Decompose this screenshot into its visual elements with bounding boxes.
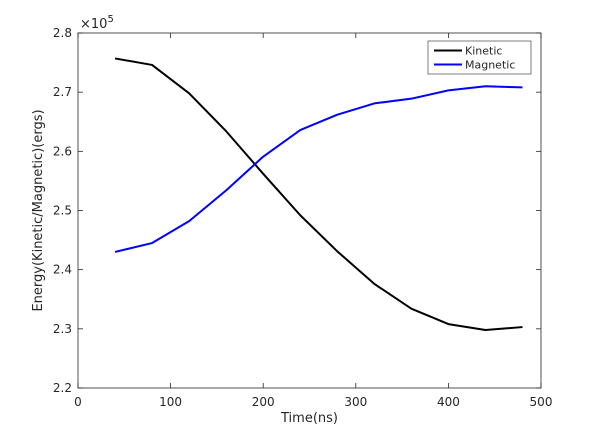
series-line-magnetic [114,85,523,253]
series-layer [114,57,523,332]
y-tick-label-6: 2.8 [53,26,72,40]
y-axis-label: Energy(Kinetic/Magnetic)(ergs) [31,109,46,311]
axes-box [77,32,542,389]
axis-ticks [77,32,542,389]
y-tick-label-0: 2.2 [53,381,72,395]
plot-area [77,32,542,389]
y-tick-label-3: 2.5 [53,204,72,218]
x-tick-label-0: 0 [74,395,82,409]
series-line-kinetic [114,57,523,332]
legend-label-kinetic: Kinetic [465,45,502,58]
legend-label-magnetic: Magnetic [465,59,515,72]
y-exponent-label: ×105 [80,14,114,32]
x-tick-label-2: 200 [252,395,275,409]
y-tick-label-5: 2.7 [53,85,72,99]
legend: Kinetic Magnetic [427,40,532,75]
axis-tick-labels: 0 100 200 300 400 500 2.2 2.3 2.4 2.5 2.6 2.7 2.8 [53,26,553,409]
x-tick-label-3: 300 [344,395,367,409]
x-axis-label: Time(ns) [280,411,338,426]
x-tick-label-4: 400 [437,395,460,409]
legend-box [427,40,532,75]
y-tick-label-2: 2.4 [53,263,72,277]
y-tick-label-1: 2.3 [53,322,72,336]
x-tick-label-1: 100 [159,395,182,409]
y-tick-label-4: 2.6 [53,144,72,158]
x-tick-label-5: 500 [530,395,553,409]
